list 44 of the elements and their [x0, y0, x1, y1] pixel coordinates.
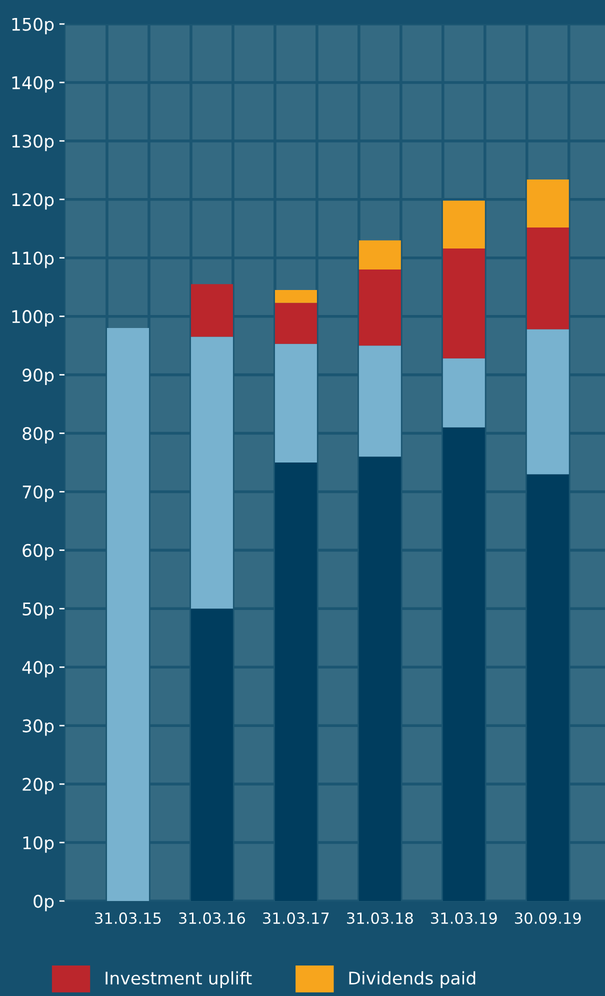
bar [190, 608, 233, 901]
x-tick-label: 31.03.18 [347, 912, 413, 924]
x-tick-label: 31.03.17 [263, 912, 329, 924]
y-tick-label: 150p [12, 18, 54, 34]
bar [358, 346, 401, 457]
x-tick-label: 31.03.15 [95, 912, 161, 924]
bar [274, 290, 317, 303]
y-tick-label: 70p [22, 485, 54, 502]
bar [442, 358, 485, 428]
y-tick-label: 10p [23, 836, 54, 853]
bar [358, 456, 401, 901]
x-tick-label: 31.03.16 [179, 912, 246, 924]
y-tick-label: 0p [34, 894, 54, 912]
bar [190, 284, 233, 337]
x-tick-label: 31.03.19 [431, 912, 497, 924]
bar [442, 200, 485, 249]
bar [526, 227, 569, 330]
bar [274, 302, 317, 344]
y-tick-label: 20p [22, 778, 54, 794]
bar [274, 462, 317, 901]
y-tick-label: 60p [22, 544, 54, 560]
y-tick-label: 130p [12, 134, 54, 152]
bar [358, 240, 401, 270]
x-tick-label: 30.09.19 [515, 912, 581, 924]
y-tick-label: 40p [22, 660, 54, 678]
y-tick-label: 140p [12, 76, 54, 93]
bar [190, 336, 233, 609]
y-tick-label: 90p [22, 368, 54, 386]
y-tick-label: 120p [12, 193, 54, 210]
y-tick-label: 110p [12, 252, 54, 268]
bar [526, 329, 569, 474]
bar [442, 427, 485, 901]
bar [106, 328, 149, 901]
bar [526, 180, 569, 228]
y-tick-label: 50p [22, 602, 54, 619]
y-tick-label: 100p [12, 310, 54, 327]
bar [442, 248, 485, 358]
bar [358, 270, 401, 346]
bar [274, 344, 317, 462]
legend-label: Investment uplift [106, 971, 252, 988]
legend-label: Dividends paid [349, 971, 476, 988]
bar [526, 474, 569, 901]
y-tick-label: 30p [22, 719, 54, 736]
y-tick-label: 80p [22, 426, 54, 444]
